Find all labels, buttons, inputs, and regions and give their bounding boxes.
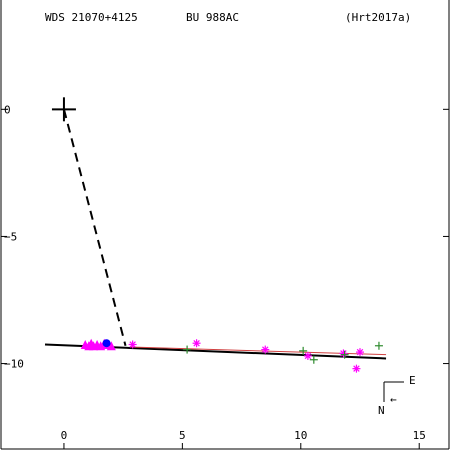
x-tick-label-1: 5 (179, 429, 186, 442)
asterisk-point-2-2 (261, 345, 270, 354)
asterisk-point-2-2-stroke-3 (262, 346, 269, 353)
asterisk-point-2-1 (192, 339, 201, 348)
asterisk-point-2-3 (303, 351, 312, 360)
y-tick-label-2: −10 (4, 358, 24, 371)
asterisk-point-2-0 (128, 340, 137, 349)
triangle-point-0-5 (96, 341, 106, 351)
compass-north-label: N (378, 404, 385, 417)
compass: E N ← (378, 374, 416, 417)
x-tick-label-2: 10 (294, 429, 307, 442)
axis-ticks: 0 5 10 15 0 −5 −10 (1, 103, 449, 449)
x-tick-label-3: 15 (413, 429, 426, 442)
asterisk-point-2-5 (352, 364, 361, 373)
asterisk-point-2-6-stroke-3 (356, 348, 364, 356)
wds-label: WDS 21070+4125 (45, 11, 138, 24)
asterisk-point-2-1-stroke-3 (193, 339, 200, 347)
plus-point-3-1 (299, 346, 308, 355)
asterisk-point-2-5-stroke-3 (353, 365, 360, 372)
compass-east-label: E (409, 374, 416, 387)
asterisk-point-2-0-stroke-3 (129, 341, 136, 348)
plus-point-3-2 (309, 355, 318, 364)
plus-point-3-4 (374, 341, 383, 350)
plus-point-3-3 (340, 350, 349, 359)
plus-point-3-0 (183, 345, 192, 354)
discoverer-label: BU 988AC (186, 11, 239, 24)
asterisk-point-2-4 (339, 349, 348, 358)
data-marks (80, 338, 383, 373)
orbit-lines (44, 97, 387, 360)
y-tick-label-0: 0 (4, 103, 11, 116)
asterisk-point-2-3-stroke-3 (304, 352, 312, 360)
y-tick-label-1: −5 (4, 230, 17, 243)
circle-point-1-0 (102, 339, 111, 348)
reference-label: (Hrt2017a) (345, 11, 411, 24)
dashed-connector-line (62, 109, 127, 347)
triangle-point-0-8 (106, 341, 116, 351)
x-tick-label-0: 0 (61, 429, 68, 442)
asterisk-point-2-6 (356, 348, 364, 357)
compass-arrow: ← (390, 393, 397, 406)
